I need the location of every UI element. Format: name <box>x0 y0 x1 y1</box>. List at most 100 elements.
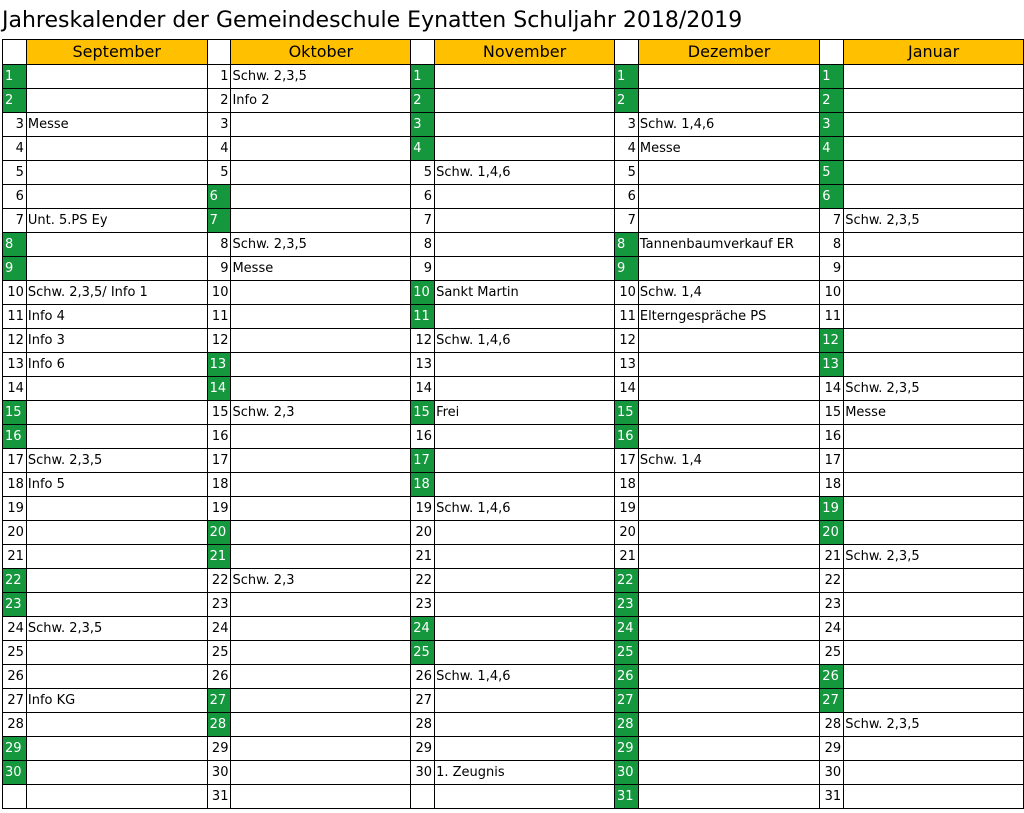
day-event <box>843 568 1024 593</box>
day-event <box>434 736 615 761</box>
day-event <box>230 688 412 713</box>
day-event <box>230 160 412 185</box>
day-event <box>230 544 412 569</box>
day-number: 18 <box>819 472 845 497</box>
day-event: Schw. 2,3,5 <box>843 712 1024 737</box>
day-event <box>843 136 1024 161</box>
day-event <box>434 376 615 401</box>
calendar-row: 13 Info 6 13 13 13 13 <box>2 352 1024 377</box>
day-event <box>230 424 412 449</box>
header-spacer <box>410 39 436 65</box>
day-number: 5 <box>613 160 639 185</box>
day-number-weekend: 25 <box>410 640 436 665</box>
day-number <box>410 784 436 809</box>
day-number-weekend: 22 <box>613 568 639 593</box>
calendar-row: 26 26 26 Schw. 1,4,6 26 26 <box>2 664 1024 689</box>
day-number <box>2 784 27 809</box>
day-event <box>434 424 615 449</box>
day-number: 20 <box>613 520 639 545</box>
day-event <box>230 760 412 785</box>
day-event <box>843 472 1024 497</box>
day-number: 13 <box>410 352 436 377</box>
day-number: 27 <box>2 688 27 713</box>
day-event <box>230 208 412 233</box>
day-number: 26 <box>2 664 27 689</box>
day-number-weekend: 9 <box>613 256 639 281</box>
day-number: 10 <box>206 280 232 305</box>
day-event <box>434 184 615 209</box>
day-event <box>25 520 208 545</box>
day-event <box>843 184 1024 209</box>
day-event: Info 3 <box>25 328 208 353</box>
day-number: 7 <box>819 208 845 233</box>
day-event: Schw. 1,4,6 <box>434 328 615 353</box>
month-header-november: November <box>434 39 615 65</box>
day-number: 10 <box>2 280 27 305</box>
day-number: 22 <box>206 568 232 593</box>
day-number-weekend: 24 <box>613 616 639 641</box>
day-number-weekend: 2 <box>819 88 845 113</box>
day-event <box>434 688 615 713</box>
calendar-grid: September Oktober November Dezember Januar 1 1… <box>2 39 1024 809</box>
day-event <box>434 88 615 113</box>
day-event <box>637 496 821 521</box>
day-number: 15 <box>206 400 232 425</box>
day-event <box>843 592 1024 617</box>
day-number: 17 <box>206 448 232 473</box>
day-number: 3 <box>206 112 232 137</box>
day-number: 12 <box>206 328 232 353</box>
day-number-weekend: 16 <box>613 424 639 449</box>
day-number: 29 <box>206 736 232 761</box>
day-event <box>843 784 1024 809</box>
day-number: 25 <box>819 640 845 665</box>
calendar-row: 10 Schw. 2,3,5/ Info 1 10 10 Sankt Martin 10 S… <box>2 280 1024 305</box>
day-number-weekend: 22 <box>2 568 27 593</box>
day-number: 24 <box>819 616 845 641</box>
day-event <box>230 616 412 641</box>
day-number: 22 <box>410 568 436 593</box>
day-number: 16 <box>819 424 845 449</box>
day-number: 3 <box>2 112 27 137</box>
day-event <box>637 592 821 617</box>
day-event: Schw. 2,3 <box>230 400 412 425</box>
day-event <box>25 160 208 185</box>
page-title: Jahreskalender der Gemeindeschule Eynatt… <box>2 8 743 33</box>
day-event <box>843 352 1024 377</box>
day-number-weekend: 29 <box>2 736 27 761</box>
day-event: Schw. 2,3,5 <box>843 544 1024 569</box>
day-number: 4 <box>613 136 639 161</box>
day-number: 21 <box>410 544 436 569</box>
day-event <box>434 712 615 737</box>
day-event <box>230 664 412 689</box>
day-event <box>434 256 615 281</box>
day-event <box>25 88 208 113</box>
day-number-weekend: 21 <box>206 544 232 569</box>
day-event <box>434 304 615 329</box>
day-number: 13 <box>2 352 27 377</box>
day-event <box>25 760 208 785</box>
day-event <box>230 136 412 161</box>
day-event <box>843 688 1024 713</box>
day-number: 2 <box>206 88 232 113</box>
day-number: 8 <box>206 232 232 257</box>
day-event: Sankt Martin <box>434 280 615 305</box>
day-event: Schw. 1,4,6 <box>434 496 615 521</box>
header-spacer <box>206 39 232 65</box>
day-number: 21 <box>819 544 845 569</box>
day-event <box>637 184 821 209</box>
day-event <box>637 544 821 569</box>
day-number: 19 <box>410 496 436 521</box>
day-event <box>843 424 1024 449</box>
day-number-weekend: 19 <box>819 496 845 521</box>
day-event <box>843 112 1024 137</box>
day-number: 18 <box>613 472 639 497</box>
day-event <box>25 400 208 425</box>
calendar-row: 3 Messe 3 3 3 Schw. 1,4,6 3 <box>2 112 1024 137</box>
day-event <box>637 64 821 89</box>
day-number-weekend: 16 <box>2 424 27 449</box>
day-event: Unt. 5.PS Ey <box>25 208 208 233</box>
day-event <box>843 304 1024 329</box>
day-event <box>637 640 821 665</box>
calendar-row: 11 Info 4 11 11 11 Elterngespräche PS 11 <box>2 304 1024 329</box>
day-number: 24 <box>206 616 232 641</box>
